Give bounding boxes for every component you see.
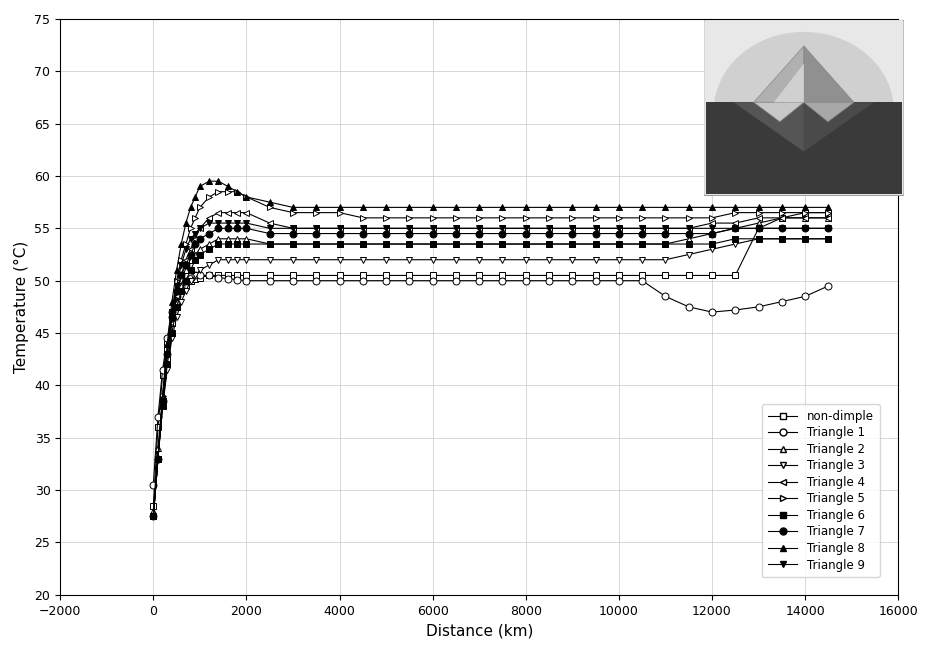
Polygon shape: [733, 102, 803, 152]
Y-axis label: Temperature (°C): Temperature (°C): [14, 241, 29, 373]
Legend: non-dimple, Triangle 1, Triangle 2, Triangle 3, Triangle 4, Triangle 5, Triangle: non-dimple, Triangle 1, Triangle 2, Tria…: [762, 404, 880, 578]
Polygon shape: [754, 102, 803, 122]
Polygon shape: [754, 46, 803, 102]
Polygon shape: [803, 102, 874, 152]
Bar: [706, 102, 902, 194]
X-axis label: Distance (km): Distance (km): [426, 623, 533, 638]
Polygon shape: [803, 46, 854, 102]
Polygon shape: [774, 64, 803, 102]
FancyBboxPatch shape: [704, 20, 904, 196]
Polygon shape: [803, 102, 854, 122]
Wedge shape: [714, 32, 894, 111]
